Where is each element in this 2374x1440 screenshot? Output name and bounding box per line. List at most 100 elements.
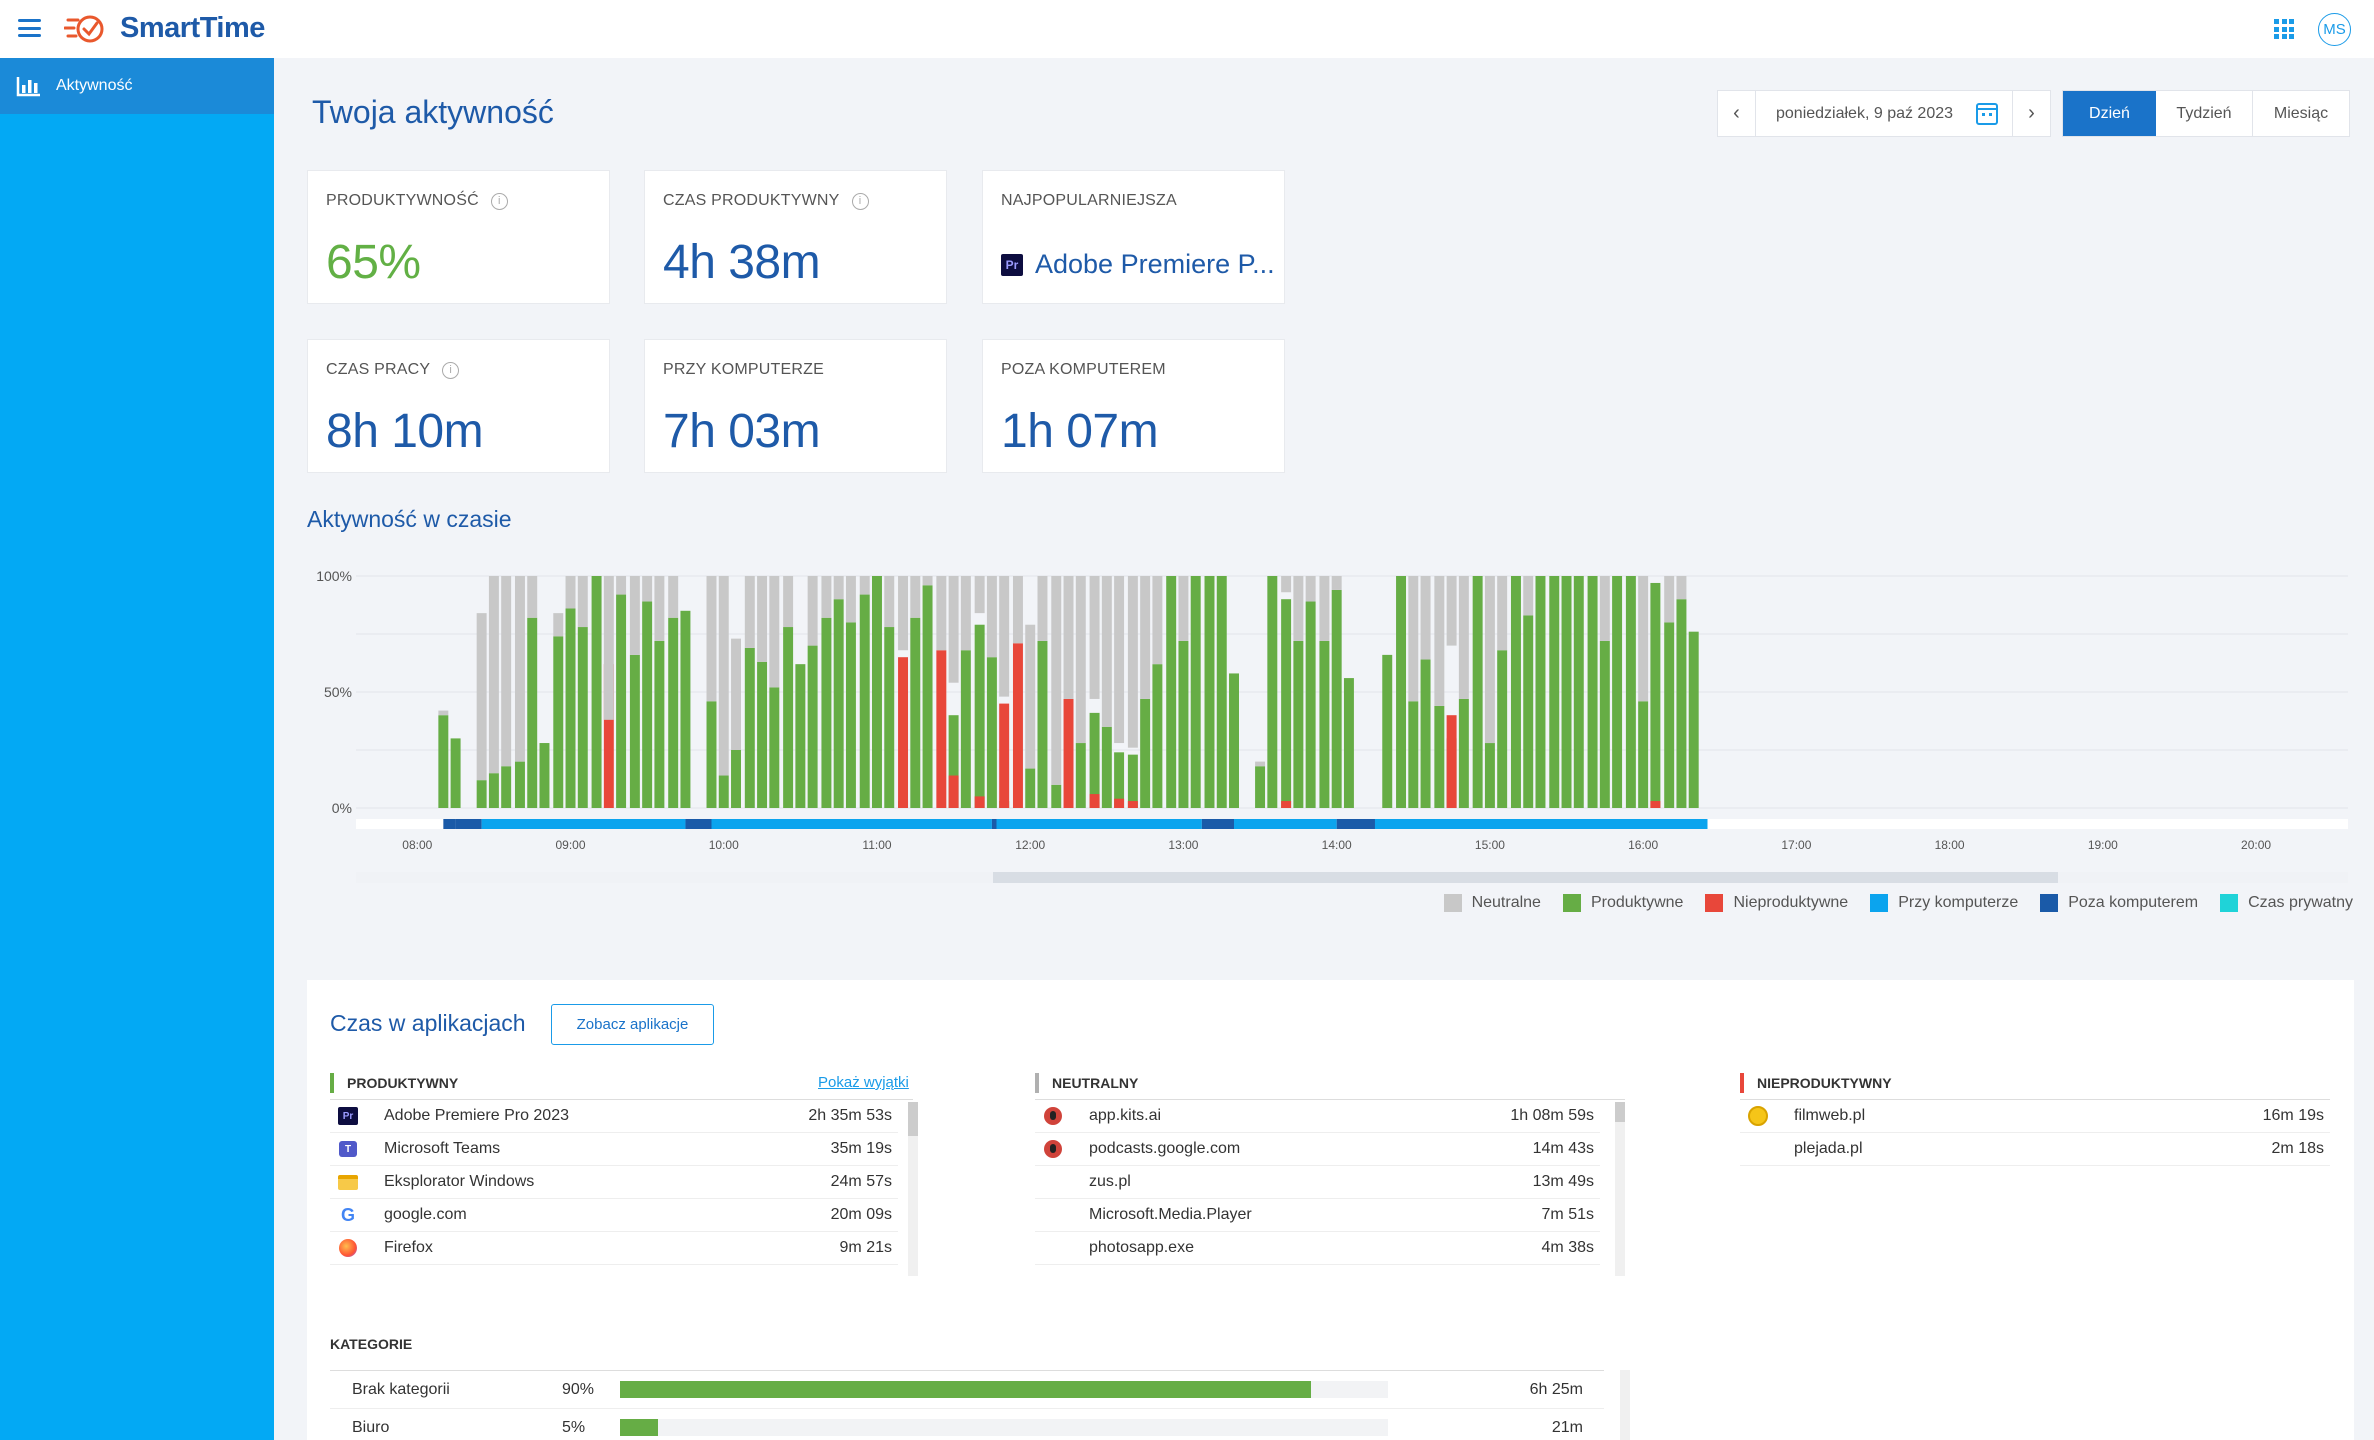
premiere-icon: Pr <box>1001 253 1023 276</box>
bar-neutral <box>960 576 971 651</box>
legend-swatch <box>1562 894 1581 912</box>
app-time: 4m 38s <box>1541 1239 1594 1256</box>
bar-productive <box>783 627 794 808</box>
bar-productive <box>1051 784 1062 808</box>
bar-neutral <box>1012 576 1023 644</box>
current-date[interactable]: poniedziałek, 9 paź 2023 <box>1776 104 1954 122</box>
most-popular-card: NAJPOPULARNIEJSZA Pr Adobe Premiere P... <box>982 170 1285 304</box>
firefox-icon <box>336 1238 360 1258</box>
info-icon[interactable]: i <box>442 361 460 379</box>
legend-item[interactable]: Neutralne <box>1443 894 1541 912</box>
app-name: plejada.pl <box>1794 1140 1863 1157</box>
app-row[interactable]: photosapp.exe 4m 38s <box>1035 1232 1600 1265</box>
bar-productive <box>757 661 768 808</box>
bar-neutral <box>1676 576 1687 600</box>
app-row[interactable]: zus.pl 13m 49s <box>1035 1166 1600 1199</box>
bar-neutral <box>501 576 512 767</box>
presence-segment <box>455 819 482 829</box>
period-week-button[interactable]: Tydzień <box>2156 91 2253 136</box>
bar-neutral <box>1281 576 1292 593</box>
bar-neutral <box>718 576 729 776</box>
bar-neutral <box>1458 576 1469 699</box>
bar-neutral <box>898 576 909 651</box>
bar-neutral <box>1152 576 1163 665</box>
next-day-button[interactable]: › <box>2012 91 2050 136</box>
bar-neutral <box>859 576 870 595</box>
neutral-scrollbar[interactable] <box>1615 1102 1625 1276</box>
sidebar-item-activity[interactable]: Aktywność <box>0 58 274 114</box>
bar-neutral <box>603 576 614 720</box>
app-name: filmweb.pl <box>1794 1107 1866 1124</box>
info-icon[interactable]: i <box>851 192 869 210</box>
app-row[interactable]: Eksplorator Windows 24m 57s <box>330 1166 898 1199</box>
bar-neutral <box>936 576 947 651</box>
period-month-button[interactable]: Miesiąc <box>2273 104 2329 122</box>
period-day-button[interactable]: Dzień <box>2063 91 2156 136</box>
app-row[interactable]: T Microsoft Teams 35m 19s <box>330 1133 898 1166</box>
work-time-card: CZAS PRACY i 8h 10m <box>307 339 610 473</box>
app-row[interactable]: podcasts.google.com 14m 43s <box>1035 1133 1600 1166</box>
bar-neutral <box>527 576 538 618</box>
bar-unproductive <box>1650 801 1661 808</box>
category-row[interactable]: Biuro 5% 21m <box>330 1409 1604 1440</box>
away-computer-value: 1h 07m <box>1001 405 1159 458</box>
app-row[interactable]: Pr Adobe Premiere Pro 2023 2h 35m 53s <box>330 1100 898 1133</box>
chevron-right-icon: › <box>2028 102 2035 124</box>
bar-productive <box>1216 576 1227 808</box>
bar-neutral <box>833 576 844 600</box>
app-row[interactable]: plejada.pl 2m 18s <box>1740 1133 2330 1166</box>
chart-legend: Neutralne Produktywne Nieproduktywne Przy k… <box>1422 894 2353 912</box>
away-computer-card: POZA KOMPUTEREM 1h 07m <box>982 339 1285 473</box>
bar-productive <box>807 645 818 808</box>
show-exceptions-link[interactable]: Pokaż wyjątki <box>818 1074 909 1091</box>
bar-productive <box>1458 698 1469 808</box>
bar-productive <box>1089 712 1100 808</box>
legend-item[interactable]: Poza komputerem <box>2040 894 2198 912</box>
bar-unproductive <box>603 664 614 808</box>
info-icon[interactable]: i <box>490 192 508 210</box>
app-row[interactable]: filmweb.pl 16m 19s <box>1740 1100 2330 1133</box>
date-picker: ‹ poniedziałek, 9 paź 2023 › <box>1717 90 2051 137</box>
at-computer-card: PRZY KOMPUTERZE 7h 03m <box>644 339 947 473</box>
legend-item[interactable]: Czas prywatny <box>2220 894 2353 912</box>
legend-item[interactable]: Nieproduktywne <box>1705 894 1848 912</box>
app-row[interactable]: app.kits.ai 1h 08m 59s <box>1035 1100 1600 1133</box>
app-time: 2m 18s <box>2271 1140 2324 1157</box>
bar-productive <box>718 775 729 808</box>
bar-productive <box>1420 659 1431 808</box>
avatar[interactable]: MS <box>2318 13 2351 46</box>
bar-unproductive <box>999 703 1010 808</box>
categories-scrollbar[interactable] <box>1620 1370 1630 1440</box>
activity-chart[interactable]: 100% 50% 0% 08:00 09:00 10:00 11:00 12:00 13:00 1… <box>306 558 2354 888</box>
bar-productive <box>565 608 576 808</box>
app-time: 16m 19s <box>2262 1107 2324 1124</box>
x-tick-label: 17:00 <box>1781 838 1811 852</box>
bar-neutral <box>668 576 679 618</box>
menu-icon[interactable] <box>18 19 41 37</box>
app-row[interactable]: Firefox 9m 21s <box>330 1232 898 1265</box>
legend-item[interactable]: Przy komputerze <box>1870 894 2018 912</box>
productive-time-label: CZAS PRODUKTYWNY <box>663 192 840 209</box>
prev-day-button[interactable]: ‹ <box>1718 91 1756 136</box>
logo[interactable]: SmartTime <box>64 12 265 45</box>
apps-grid-icon[interactable] <box>2274 19 2294 39</box>
category-row[interactable]: Brak kategorii 90% 6h 25m <box>330 1371 1604 1409</box>
app-row[interactable]: Microsoft.Media.Player 7m 51s <box>1035 1199 1600 1232</box>
bar-neutral <box>807 576 818 646</box>
bar-productive <box>1178 640 1189 808</box>
calendar-icon[interactable] <box>1976 102 1998 125</box>
productive-scrollbar[interactable] <box>908 1102 918 1276</box>
bar-productive <box>1472 576 1483 808</box>
bar-productive <box>1255 766 1266 808</box>
x-tick-label: 09:00 <box>556 838 586 852</box>
view-apps-button[interactable]: Zobacz aplikacje <box>551 1004 714 1045</box>
app-name: zus.pl <box>1089 1173 1131 1190</box>
bar-productive <box>1599 640 1610 808</box>
app-time: 13m 49s <box>1532 1173 1594 1190</box>
bar-productive <box>1204 576 1215 808</box>
bar-productive <box>450 738 461 808</box>
bar-productive <box>1408 701 1419 808</box>
legend-item[interactable]: Produktywne <box>1562 894 1683 912</box>
x-tick-label: 20:00 <box>2241 838 2271 852</box>
